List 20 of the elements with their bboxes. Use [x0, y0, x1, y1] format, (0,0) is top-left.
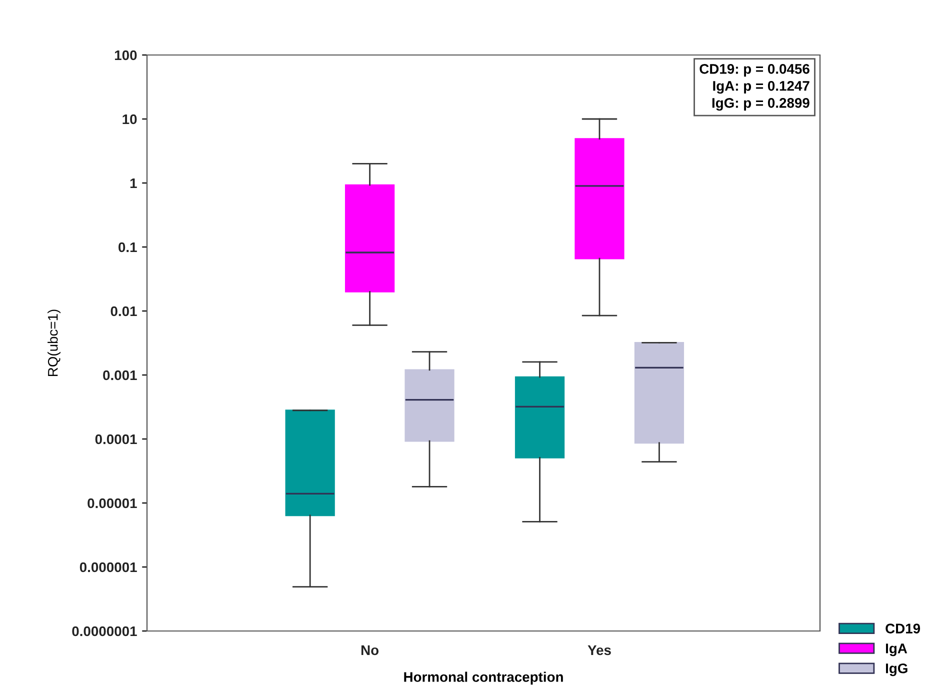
x-axis-title: Hormonal contraception [404, 672, 563, 685]
y-tick-label: 0.0000001 [72, 626, 137, 636]
y-tick-label: 0.1 [118, 242, 137, 252]
y-axis-title: RQ(ubc=1) [48, 310, 61, 376]
y-tick-label: 10 [122, 114, 137, 124]
x-tick-label: No [361, 645, 379, 656]
annotation: IgA: p = 0.1247 [713, 80, 810, 94]
y-tick-label: 0.00001 [88, 498, 137, 508]
legend-label: CD19 [886, 624, 920, 634]
y-tick-label: 0.000001 [80, 562, 137, 572]
legend-label: IgA [886, 644, 908, 656]
annotation: CD19: p = 0.0456 [700, 64, 810, 77]
y-tick-label: 100 [114, 50, 137, 60]
annotation: IgG: p = 0.2899 [712, 98, 810, 111]
x-tick-label: Yes [588, 645, 611, 656]
y-tick-label: 0.01 [110, 306, 137, 316]
legend-label: IgG [886, 663, 908, 676]
y-tick-label: 0.0001 [95, 434, 137, 444]
y-tick-label: 0.001 [103, 370, 137, 380]
y-tick-label: 1 [130, 178, 137, 188]
